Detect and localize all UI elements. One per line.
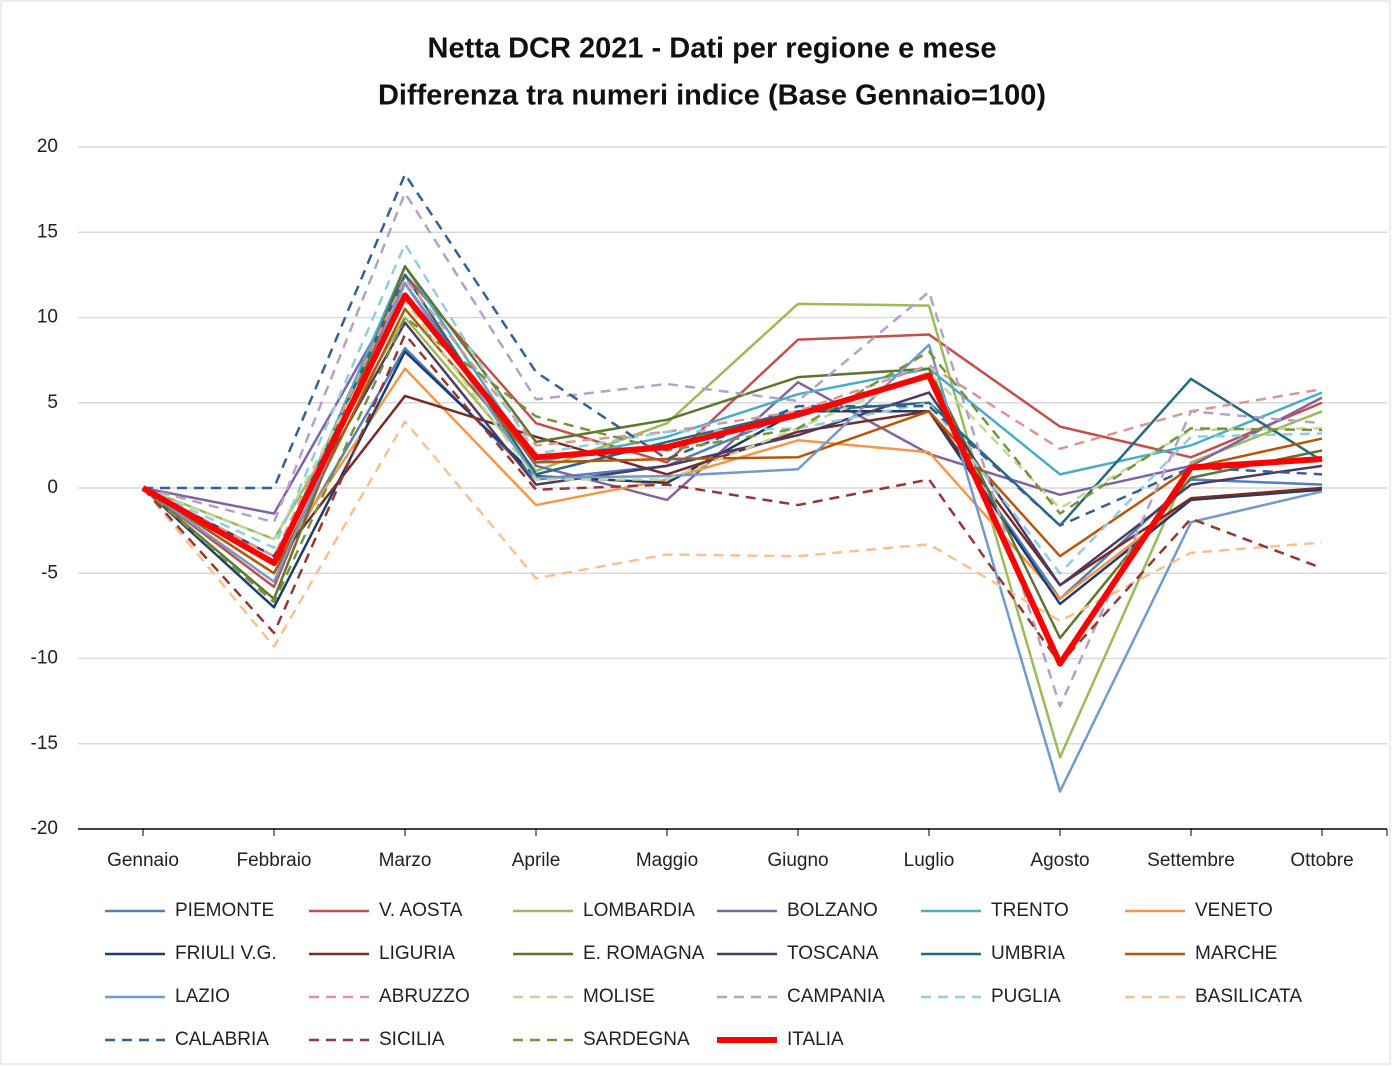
legend-label: CALABRIA bbox=[175, 1029, 269, 1050]
series-line bbox=[142, 333, 1323, 665]
series-line bbox=[142, 316, 1323, 604]
chart-subtitle: Differenza tra numeri indice (Base Genna… bbox=[378, 80, 1046, 112]
legend-label: CAMPANIA bbox=[787, 986, 885, 1007]
grid: -20 -15 -10 -5 0 5 10 15 20 Gennaio Febbraio Marzo A… bbox=[31, 136, 1388, 871]
legend-label: LOMBARDIA bbox=[583, 900, 695, 921]
x-tick-label: Aprile bbox=[512, 850, 561, 871]
x-tick-label: Ottobre bbox=[1290, 850, 1353, 871]
legend-label: E. ROMAGNA bbox=[583, 943, 705, 964]
y-tick-label: 20 bbox=[37, 136, 58, 157]
series-line bbox=[142, 191, 1323, 708]
legend-label: VENETO bbox=[1195, 900, 1273, 921]
legend: PIEMONTE V. AOSTA LOMBARDIA BOLZANO TRENTO VE… bbox=[105, 900, 1302, 1050]
legend-label: LAZIO bbox=[175, 986, 230, 1007]
y-tick-label: 5 bbox=[47, 392, 58, 413]
legend-label: LIGURIA bbox=[379, 943, 455, 964]
legend-label: V. AOSTA bbox=[379, 900, 463, 921]
y-tick-label: 0 bbox=[47, 477, 58, 498]
y-tick-label: -10 bbox=[31, 648, 58, 669]
legend-label: TOSCANA bbox=[787, 943, 879, 964]
legend-label: TRENTO bbox=[991, 900, 1069, 921]
x-tick-label: Maggio bbox=[636, 850, 698, 871]
x-tick-label: Marzo bbox=[379, 850, 432, 871]
series-line bbox=[142, 299, 1323, 541]
x-tick-label: Giugno bbox=[767, 850, 828, 871]
legend-label: ABRUZZO bbox=[379, 986, 470, 1007]
legend-label: BOLZANO bbox=[787, 900, 878, 921]
legend-label: BASILICATA bbox=[1195, 986, 1302, 1007]
legend-label: FRIULI V.G. bbox=[175, 943, 277, 964]
legend-label: PIEMONTE bbox=[175, 900, 274, 921]
series-line bbox=[142, 277, 1323, 558]
legend-label: SICILIA bbox=[379, 1029, 445, 1050]
x-tick-label: Gennaio bbox=[107, 850, 179, 871]
legend-label: ITALIA bbox=[787, 1029, 844, 1050]
legend-label: PUGLIA bbox=[991, 986, 1061, 1007]
legend-label: MARCHE bbox=[1195, 943, 1277, 964]
y-tick-label: -5 bbox=[41, 562, 58, 583]
legend-label: MOLISE bbox=[583, 986, 655, 1007]
legend-label: SARDEGNA bbox=[583, 1029, 690, 1050]
series-line bbox=[142, 265, 1323, 566]
x-tick-label: Settembre bbox=[1147, 850, 1235, 871]
series-line bbox=[142, 420, 1323, 648]
x-tick-label: Agosto bbox=[1030, 850, 1089, 871]
x-tick-label: Febbraio bbox=[237, 850, 312, 871]
lines bbox=[141, 173, 1323, 793]
series-line bbox=[141, 292, 1323, 667]
x-tick-label: Luglio bbox=[904, 850, 955, 871]
series-line bbox=[142, 307, 1323, 575]
legend-label: UMBRIA bbox=[991, 943, 1065, 964]
y-tick-label: 10 bbox=[37, 307, 58, 328]
y-tick-label: -20 bbox=[31, 818, 58, 839]
chart-title: Netta DCR 2021 - Dati per regione e mese bbox=[428, 33, 997, 65]
y-tick-label: -15 bbox=[31, 733, 58, 754]
y-tick-label: 15 bbox=[37, 221, 58, 242]
series-line bbox=[142, 367, 1323, 601]
